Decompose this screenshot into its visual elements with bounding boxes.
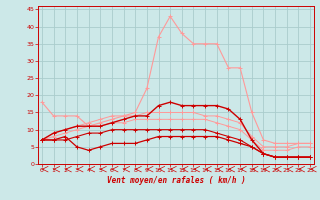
X-axis label: Vent moyen/en rafales ( km/h ): Vent moyen/en rafales ( km/h ) [107, 176, 245, 185]
